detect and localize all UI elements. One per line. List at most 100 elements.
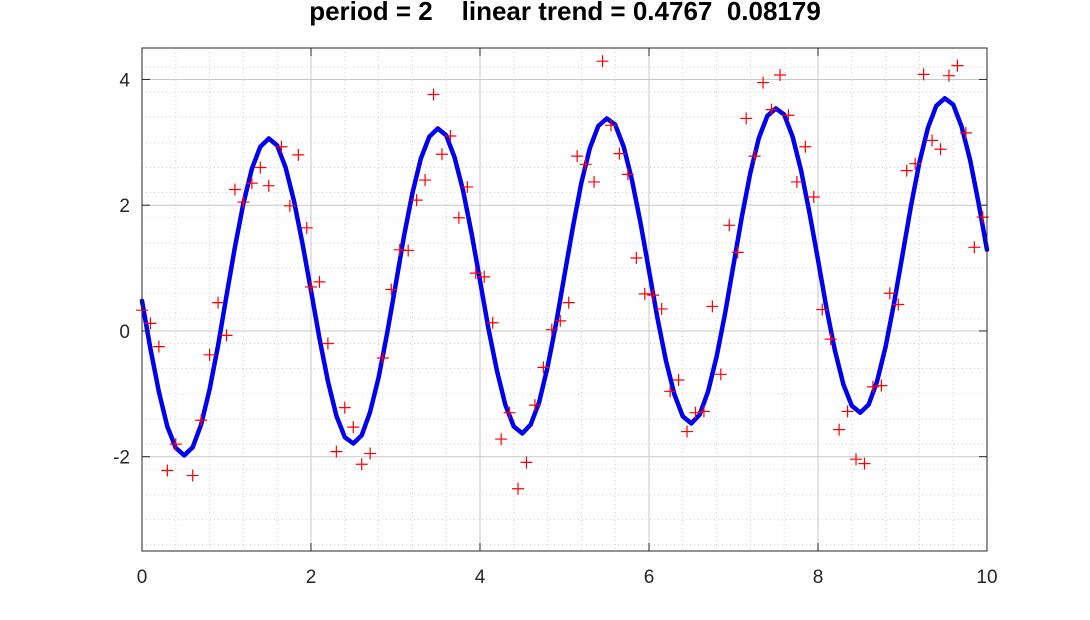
data-point [638, 287, 651, 300]
data-point [347, 421, 360, 434]
data-point [144, 317, 157, 330]
data-point [596, 55, 609, 68]
data-point [681, 425, 694, 438]
data-point [934, 143, 947, 156]
data-point [689, 406, 702, 419]
data-point [419, 174, 432, 187]
data-point [355, 458, 368, 471]
data-point [714, 368, 727, 381]
data-point [588, 175, 601, 188]
data-point [723, 219, 736, 232]
data-point [571, 150, 584, 163]
data-point [520, 456, 533, 469]
data-point [486, 316, 499, 329]
y-tick-label: 4 [119, 70, 130, 91]
data-point [254, 161, 267, 174]
data-point [262, 179, 275, 192]
data-point [503, 406, 516, 419]
data-point [706, 300, 719, 313]
data-point [655, 302, 668, 315]
x-tick-label: 6 [644, 567, 655, 588]
data-point [152, 340, 165, 353]
data-point [959, 126, 972, 139]
data-point [402, 244, 415, 257]
data-point [313, 275, 326, 288]
x-tick-label: 10 [976, 567, 997, 588]
data-point [554, 314, 567, 327]
data-point [968, 241, 981, 254]
data-point [926, 134, 939, 147]
y-tick-labels: -2 0 2 4 [113, 70, 130, 468]
data-point [469, 267, 482, 280]
data-point [461, 180, 474, 193]
y-tick-label: 2 [119, 196, 130, 217]
data-point [621, 168, 634, 181]
data-point [237, 196, 250, 209]
data-point [228, 183, 241, 196]
data-point [364, 447, 377, 460]
y-tick-label: -2 [113, 448, 130, 469]
data-point [376, 351, 389, 364]
data-point [858, 457, 871, 470]
data-point [321, 337, 334, 350]
data-point [613, 147, 626, 160]
data-point [435, 148, 448, 161]
data-point [283, 199, 296, 212]
major-grid [141, 48, 988, 551]
x-tick-labels: 0 2 4 6 8 10 [137, 567, 998, 588]
data-point [385, 283, 398, 296]
minor-grid [141, 48, 988, 551]
data-point [773, 69, 786, 82]
data-point [841, 405, 854, 418]
axes-box [141, 47, 988, 552]
data-point [579, 158, 592, 171]
data-point [942, 69, 955, 82]
data-point [305, 280, 317, 293]
data-point [757, 76, 770, 89]
data-point [917, 68, 930, 81]
data-point [495, 433, 508, 446]
data-point [562, 296, 575, 309]
data-point [824, 333, 837, 346]
data-points-layer [136, 55, 989, 495]
data-point [478, 270, 491, 283]
fit-line [139, 96, 990, 458]
data-point [330, 445, 343, 458]
tick-marks [141, 48, 988, 551]
data-point [300, 221, 313, 234]
data-point [892, 298, 905, 311]
data-point [883, 287, 896, 300]
x-tick-label: 2 [306, 567, 317, 588]
data-point [186, 469, 199, 482]
data-point [604, 119, 617, 132]
data-point [697, 405, 710, 418]
data-point [790, 175, 803, 188]
fit-line-layer [139, 96, 990, 458]
data-point [195, 414, 208, 427]
data-point [393, 243, 406, 256]
x-tick-label: 0 [137, 567, 148, 588]
data-point [647, 289, 660, 302]
data-point [740, 112, 753, 125]
chart-title: period = 2 linear trend = 0.4767 0.08179 [309, 0, 821, 26]
data-point [212, 296, 225, 309]
y-tick-label: 0 [119, 322, 130, 343]
data-point [630, 252, 643, 265]
data-point [410, 194, 423, 207]
data-point [545, 323, 558, 336]
data-point [292, 148, 305, 161]
data-point [765, 103, 778, 116]
data-point [203, 348, 216, 361]
data-point [338, 401, 351, 414]
data-point [850, 453, 863, 466]
data-point [782, 109, 795, 122]
data-point [452, 211, 465, 224]
data-point [537, 361, 550, 374]
data-point [220, 329, 233, 342]
data-point [900, 164, 913, 177]
data-point [664, 385, 677, 398]
data-point [951, 59, 964, 72]
data-point [427, 88, 440, 101]
data-point [909, 157, 922, 170]
